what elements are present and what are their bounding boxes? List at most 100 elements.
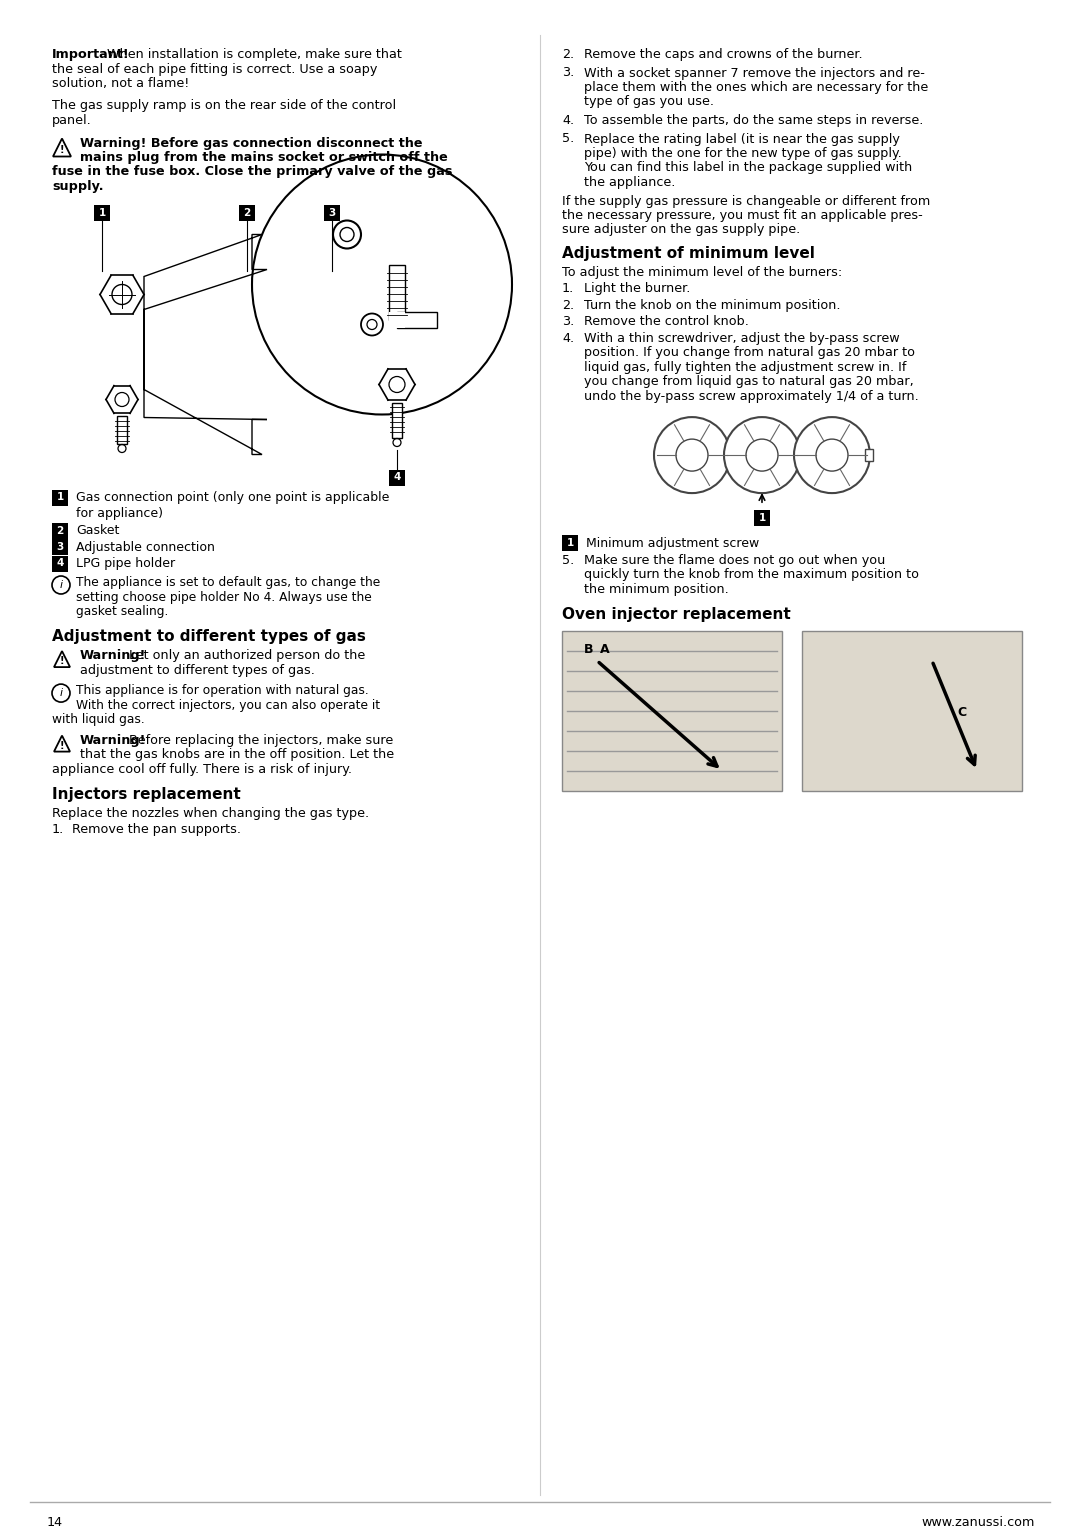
Text: With the correct injectors, you can also operate it: With the correct injectors, you can also…: [76, 699, 380, 711]
Text: 1: 1: [56, 492, 64, 503]
Text: www.zanussi.com: www.zanussi.com: [921, 1515, 1035, 1529]
Bar: [725, 450, 733, 462]
Text: appliance cool off fully. There is a risk of injury.: appliance cool off fully. There is a ris…: [52, 763, 352, 775]
Text: With a thin screwdriver, adjust the by-pass screw: With a thin screwdriver, adjust the by-p…: [584, 332, 900, 344]
Text: Replace the rating label (it is near the gas supply: Replace the rating label (it is near the…: [584, 133, 900, 145]
Text: the appliance.: the appliance.: [584, 176, 675, 190]
FancyBboxPatch shape: [324, 205, 340, 220]
Text: Gas connection point (only one point is applicable: Gas connection point (only one point is …: [76, 491, 390, 505]
Text: mains plug from the mains socket or switch off the: mains plug from the mains socket or swit…: [80, 151, 448, 164]
Circle shape: [794, 417, 870, 492]
Bar: [117, 416, 127, 443]
Text: Remove the control knob.: Remove the control knob.: [584, 315, 748, 329]
Text: 1: 1: [98, 208, 106, 217]
Text: 2: 2: [56, 526, 64, 535]
Text: supply.: supply.: [52, 180, 104, 193]
Bar: [865, 450, 873, 462]
Text: You can find this label in the package supplied with: You can find this label in the package s…: [584, 162, 913, 174]
Text: panel.: panel.: [52, 115, 92, 127]
Text: with liquid gas.: with liquid gas.: [52, 713, 145, 726]
Text: Replace the nozzles when changing the gas type.: Replace the nozzles when changing the ga…: [52, 807, 369, 820]
Circle shape: [676, 439, 708, 471]
Text: 3.: 3.: [562, 66, 575, 80]
FancyBboxPatch shape: [562, 630, 782, 790]
Text: 4.: 4.: [562, 332, 575, 344]
Bar: [397, 312, 437, 327]
Text: type of gas you use.: type of gas you use.: [584, 95, 714, 109]
FancyBboxPatch shape: [562, 535, 578, 550]
Text: pipe) with the one for the new type of gas supply.: pipe) with the one for the new type of g…: [584, 147, 902, 161]
Text: 5.: 5.: [562, 133, 575, 145]
Text: that the gas knobs are in the off position. Let the: that the gas knobs are in the off positi…: [80, 748, 394, 761]
Circle shape: [654, 417, 730, 492]
Text: 14: 14: [48, 1515, 63, 1529]
Text: 3: 3: [56, 541, 64, 552]
Text: 3.: 3.: [562, 315, 575, 329]
Text: for appliance): for appliance): [76, 508, 163, 520]
Text: position. If you change from natural gas 20 mbar to: position. If you change from natural gas…: [584, 346, 915, 359]
Text: This appliance is for operation with natural gas.: This appliance is for operation with nat…: [76, 683, 368, 697]
Text: 4: 4: [56, 558, 64, 569]
FancyBboxPatch shape: [94, 205, 110, 220]
Text: Warning! Before gas connection disconnect the: Warning! Before gas connection disconnec…: [80, 136, 422, 150]
Text: 1: 1: [566, 538, 573, 547]
FancyBboxPatch shape: [389, 469, 405, 486]
Text: Let only an authorized person do the: Let only an authorized person do the: [125, 650, 365, 662]
Text: i: i: [59, 688, 63, 699]
Text: Minimum adjustment screw: Minimum adjustment screw: [586, 537, 759, 549]
Text: B: B: [584, 642, 594, 656]
Text: 2: 2: [243, 208, 251, 217]
Text: Adjustment of minimum level: Adjustment of minimum level: [562, 246, 815, 261]
Text: A: A: [600, 642, 609, 656]
Text: setting choose pipe holder No 4. Always use the: setting choose pipe holder No 4. Always …: [76, 590, 372, 604]
FancyBboxPatch shape: [802, 630, 1022, 790]
Text: !: !: [59, 742, 64, 751]
Text: Important!: Important!: [52, 47, 130, 61]
Text: Remove the pan supports.: Remove the pan supports.: [72, 823, 241, 836]
Text: !: !: [59, 145, 64, 156]
Text: C: C: [957, 706, 967, 719]
Text: i: i: [59, 579, 63, 590]
Text: With a socket spanner 7 remove the injectors and re-: With a socket spanner 7 remove the injec…: [584, 66, 924, 80]
Text: 4.: 4.: [562, 115, 575, 127]
Text: 4: 4: [393, 472, 401, 483]
Text: To assemble the parts, do the same steps in reverse.: To assemble the parts, do the same steps…: [584, 115, 923, 127]
Text: If the supply gas pressure is changeable or different from: If the supply gas pressure is changeable…: [562, 194, 930, 208]
Text: Warning!: Warning!: [80, 650, 147, 662]
Text: LPG pipe holder: LPG pipe holder: [76, 557, 175, 570]
Text: the necessary pressure, you must fit an applicable pres-: the necessary pressure, you must fit an …: [562, 209, 922, 222]
FancyBboxPatch shape: [239, 205, 255, 220]
Text: The gas supply ramp is on the rear side of the control: The gas supply ramp is on the rear side …: [52, 99, 396, 113]
Bar: [392, 402, 402, 437]
Text: 2.: 2.: [562, 298, 575, 312]
Text: Turn the knob on the minimum position.: Turn the knob on the minimum position.: [584, 298, 840, 312]
Text: Injectors replacement: Injectors replacement: [52, 787, 241, 803]
Text: 1.: 1.: [562, 281, 575, 295]
Bar: [795, 450, 804, 462]
Circle shape: [816, 439, 848, 471]
Text: Before replacing the injectors, make sure: Before replacing the injectors, make sur…: [125, 734, 393, 746]
Circle shape: [746, 439, 778, 471]
Text: adjustment to different types of gas.: adjustment to different types of gas.: [80, 664, 315, 677]
Text: Remove the caps and crowns of the burner.: Remove the caps and crowns of the burner…: [584, 47, 863, 61]
Text: 1.: 1.: [52, 823, 64, 836]
Bar: [389, 312, 405, 327]
Text: place them with the ones which are necessary for the: place them with the ones which are neces…: [584, 81, 928, 93]
FancyBboxPatch shape: [52, 555, 68, 572]
Text: the seal of each pipe fitting is correct. Use a soapy: the seal of each pipe fitting is correct…: [52, 63, 377, 75]
Text: undo the by-pass screw approximately 1/4 of a turn.: undo the by-pass screw approximately 1/4…: [584, 390, 919, 402]
Text: 3: 3: [328, 208, 336, 217]
Text: To adjust the minimum level of the burners:: To adjust the minimum level of the burne…: [562, 266, 842, 278]
Text: !: !: [59, 656, 64, 667]
FancyBboxPatch shape: [52, 489, 68, 506]
FancyBboxPatch shape: [52, 523, 68, 538]
Text: Oven injector replacement: Oven injector replacement: [562, 607, 791, 622]
Text: 2.: 2.: [562, 47, 575, 61]
Text: gasket sealing.: gasket sealing.: [76, 605, 168, 618]
FancyBboxPatch shape: [754, 511, 770, 526]
Text: Adjustable connection: Adjustable connection: [76, 540, 215, 553]
Text: you change from liquid gas to natural gas 20 mbar,: you change from liquid gas to natural ga…: [584, 375, 914, 388]
Text: quickly turn the knob from the maximum position to: quickly turn the knob from the maximum p…: [584, 569, 919, 581]
Text: 5.: 5.: [562, 553, 575, 567]
Text: liquid gas, fully tighten the adjustment screw in. If: liquid gas, fully tighten the adjustment…: [584, 361, 906, 373]
